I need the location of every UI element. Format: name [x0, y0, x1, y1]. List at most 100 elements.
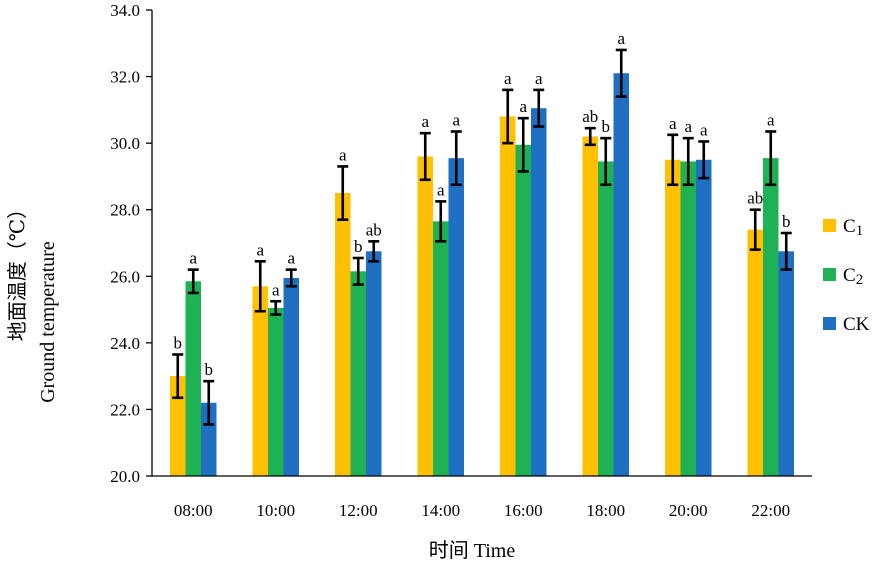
x-tick-label: 16:00	[504, 501, 543, 520]
significance-label: a	[700, 120, 708, 139]
legend-swatch	[823, 268, 836, 281]
error-bars	[172, 48, 792, 426]
error-bar	[450, 130, 462, 187]
y-axis-title: 地面温度（℃） Ground temperature	[6, 199, 59, 403]
bar-ck-3	[448, 158, 464, 476]
significance-label: b	[174, 334, 183, 353]
bar-ck-0	[201, 402, 217, 476]
bar-c1-1	[252, 286, 268, 476]
legend-item-c2: C2	[823, 265, 863, 288]
significance-label: a	[287, 249, 295, 268]
error-bar	[600, 136, 612, 187]
bar-c2-1	[268, 307, 284, 476]
y-axis-tick-labels: 20.0 22.0 24.0 26.0 28.0 30.0 32.0 34.0	[110, 1, 140, 486]
bar-c1-3	[417, 156, 433, 476]
bar-c2-0	[185, 281, 201, 476]
bar-c1-2	[335, 193, 351, 477]
error-bar	[435, 200, 447, 243]
bar-ck-1	[283, 277, 299, 476]
y-tick-label: 22.0	[110, 400, 140, 419]
bar-c2-7	[763, 158, 779, 476]
significance-label: a	[519, 97, 527, 116]
significance-label: a	[452, 110, 460, 129]
bar-c1-0	[170, 376, 186, 476]
significance-label: a	[617, 29, 625, 48]
error-bar	[419, 131, 431, 182]
significance-label: a	[256, 240, 264, 259]
x-axis-tick-labels: 08:00 10:00 12:00 14:00 16:00 18:00 20:00 22:00	[174, 501, 790, 520]
error-bar	[203, 379, 215, 426]
bar-c2-3	[433, 221, 449, 476]
y-axis-title-cn: 地面温度（℃）	[6, 199, 29, 341]
significance-label: a	[669, 114, 677, 133]
y-tick-label: 20.0	[110, 467, 140, 486]
significance-label: b	[354, 237, 363, 256]
y-axis-title-en: Ground temperature	[37, 241, 59, 403]
bar-c2-5	[598, 161, 614, 476]
error-bar	[172, 353, 184, 400]
significance-label: ab	[366, 220, 382, 239]
significance-label: a	[272, 280, 280, 299]
bar-c1-4	[500, 116, 516, 476]
bar-c2-6	[680, 161, 696, 476]
error-bar	[254, 260, 266, 313]
legend-label: CK	[843, 314, 870, 335]
x-tick-label: 14:00	[421, 501, 460, 520]
legend-item-c1: C1	[823, 216, 863, 239]
x-tick-label: 22:00	[751, 501, 790, 520]
error-bar	[502, 88, 514, 145]
legend-item-ck: CK	[823, 314, 870, 335]
bar-ck-5	[613, 73, 629, 476]
significance-label: ab	[582, 107, 598, 126]
y-tick-label: 34.0	[110, 1, 140, 20]
y-tick-label: 28.0	[110, 201, 140, 220]
bar-ck-6	[696, 159, 712, 477]
error-bar	[352, 256, 364, 286]
significance-label: a	[535, 69, 543, 88]
y-tick-label: 30.0	[110, 134, 140, 153]
bars	[170, 73, 794, 477]
x-axis-title: 时间 Time	[429, 539, 516, 562]
bar-ck-4	[531, 108, 547, 476]
significance-label: b	[205, 360, 214, 379]
bar-ck-2	[366, 251, 382, 476]
legend: C1 C2 CK	[823, 216, 870, 335]
significance-label: b	[782, 212, 791, 231]
error-bar	[615, 48, 627, 98]
error-bar	[667, 133, 679, 187]
x-tick-label: 12:00	[339, 501, 378, 520]
error-bar	[285, 268, 297, 288]
significance-label: a	[421, 112, 429, 131]
error-bar	[270, 299, 282, 316]
error-bar	[337, 165, 349, 221]
x-tick-label: 10:00	[256, 501, 295, 520]
y-axis-ticks	[146, 9, 152, 477]
x-tick-label: 18:00	[586, 501, 625, 520]
x-tick-label: 20:00	[669, 501, 708, 520]
significance-label: a	[767, 110, 775, 129]
y-tick-label: 24.0	[110, 334, 140, 353]
significance-label: b	[602, 117, 611, 136]
bar-c1-5	[582, 136, 598, 476]
error-bar	[187, 268, 199, 295]
significance-label: a	[684, 117, 692, 136]
error-bar	[765, 130, 777, 187]
legend-swatch	[823, 317, 836, 330]
significance-label: a	[504, 69, 512, 88]
bar-c2-4	[515, 144, 531, 477]
error-bar	[368, 240, 380, 263]
legend-swatch	[823, 219, 836, 232]
error-bar	[517, 116, 529, 173]
error-bar	[698, 140, 710, 180]
significance-label: ab	[747, 189, 763, 208]
y-tick-label: 32.0	[110, 68, 140, 87]
bar-ck-7	[778, 251, 794, 476]
y-tick-label: 26.0	[110, 267, 140, 286]
legend-label: C1	[843, 216, 863, 239]
bar-c2-2	[350, 271, 366, 476]
error-bar	[584, 126, 596, 147]
error-bar	[533, 88, 545, 128]
